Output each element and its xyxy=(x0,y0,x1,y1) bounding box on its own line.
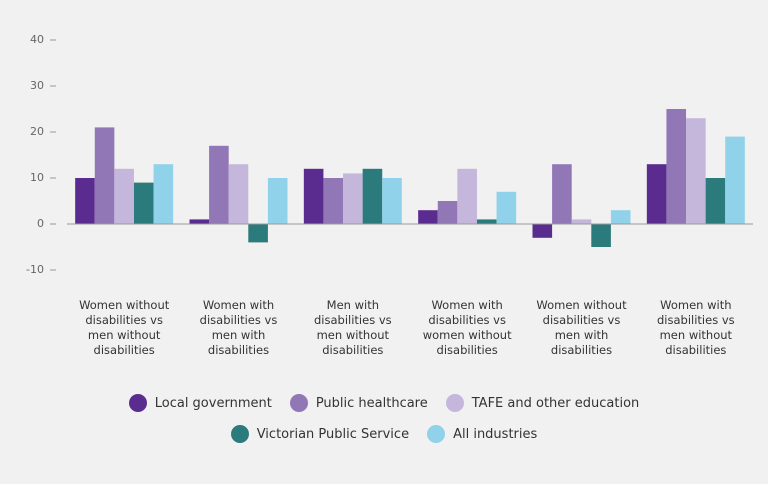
bar xyxy=(248,224,268,243)
bar xyxy=(343,173,363,224)
y-tick-label: 40 xyxy=(30,33,44,46)
y-tick-label: 30 xyxy=(30,79,44,92)
bar xyxy=(418,210,438,224)
bar xyxy=(610,210,631,224)
legend-swatch xyxy=(128,394,147,412)
bar xyxy=(228,164,249,224)
legend-label: Local government xyxy=(154,395,272,411)
bar xyxy=(362,168,383,224)
bar xyxy=(94,127,115,224)
bar xyxy=(666,109,687,224)
bar xyxy=(552,164,572,224)
bar xyxy=(686,118,706,224)
bar xyxy=(303,168,324,224)
legend-entry: TAFE and other education xyxy=(445,394,640,412)
legend-entry: Public healthcare xyxy=(289,394,428,412)
bar xyxy=(591,224,611,247)
bar xyxy=(133,182,154,224)
bar xyxy=(571,219,592,224)
legend-entry: All industries xyxy=(427,425,537,443)
legend-swatch xyxy=(289,394,308,412)
legend-entry: Victorian Public Service xyxy=(230,425,410,443)
bar xyxy=(209,145,229,224)
legend-label: Public healthcare xyxy=(315,395,428,411)
x-tick-label: Women with disabilities vs men without d… xyxy=(657,298,735,357)
legend-swatch xyxy=(427,425,446,443)
y-tick-label: 20 xyxy=(30,125,44,138)
bar xyxy=(189,219,210,224)
bar xyxy=(457,168,477,224)
bar xyxy=(705,178,726,224)
legend-entry: Local government xyxy=(128,394,272,412)
bar xyxy=(437,201,458,224)
legend-label: All industries xyxy=(453,426,538,442)
legend-swatch xyxy=(445,394,464,412)
bar xyxy=(646,164,667,224)
bar xyxy=(323,178,344,224)
legend-label: TAFE and other education xyxy=(471,395,640,411)
y-tick-label: 10 xyxy=(30,171,44,184)
bar xyxy=(496,191,517,224)
bar xyxy=(382,178,402,224)
bar xyxy=(725,136,745,224)
legend-label: Victorian Public Service xyxy=(256,426,410,442)
x-tick-label: Women with disabilities vs men with disa… xyxy=(199,298,278,357)
legend-row: Local government Public healthcare TAFE an… xyxy=(0,394,768,412)
bar xyxy=(532,224,553,238)
bar xyxy=(114,168,134,224)
legend-swatch xyxy=(230,425,249,443)
y-tick-label: 0 xyxy=(37,217,44,230)
bar xyxy=(75,178,95,224)
bar xyxy=(476,219,497,224)
bar xyxy=(267,178,288,224)
x-tick-label: Women with disabilities vs women without… xyxy=(422,298,512,357)
x-tick-label: Women without disabilities vs men with d… xyxy=(536,298,627,357)
x-tick-label: Men with disabilities vs men without dis… xyxy=(314,298,392,357)
legend-row: Victorian Public Service All industries xyxy=(0,425,768,443)
bar xyxy=(153,164,174,224)
x-tick-label: Women without disabilities vs men withou… xyxy=(79,298,170,357)
y-tick-label: -10 xyxy=(26,263,44,276)
